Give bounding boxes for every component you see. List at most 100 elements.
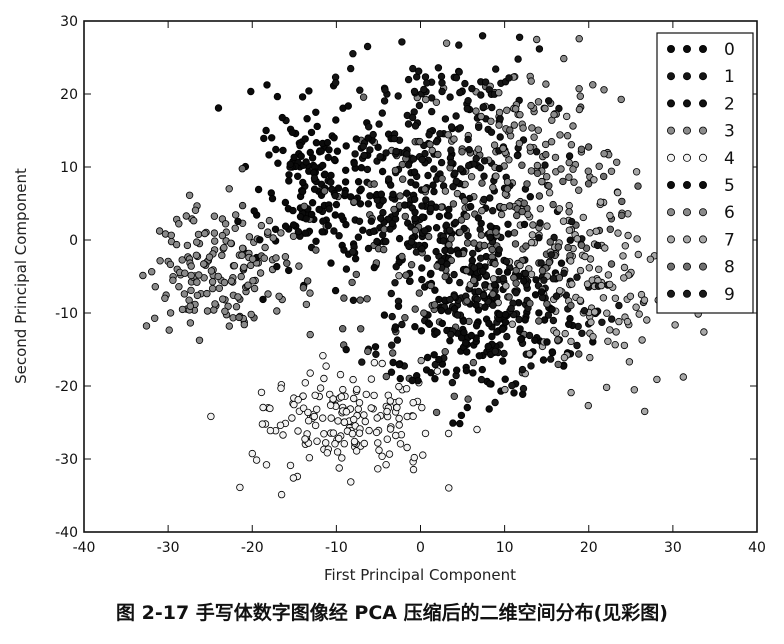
data-point-digit-0 <box>285 177 293 185</box>
data-point-digit-6 <box>166 260 175 269</box>
data-point-digit-9 <box>423 254 432 262</box>
data-point-digit-5 <box>435 295 443 304</box>
data-point-digit-1 <box>463 104 471 113</box>
data-point-digit-6 <box>182 212 190 220</box>
data-point-digit-4 <box>403 443 411 452</box>
data-point-digit-5 <box>396 374 404 383</box>
data-point-digit-3 <box>600 149 608 158</box>
data-point-digit-8 <box>518 161 526 169</box>
data-point-digit-4 <box>294 427 302 435</box>
data-point-digit-7 <box>528 231 537 239</box>
data-point-digit-1 <box>382 149 390 157</box>
data-point-digit-8 <box>464 395 472 403</box>
legend-label-5: 5 <box>724 176 735 196</box>
data-point-digit-7 <box>581 252 589 261</box>
data-point-digit-1 <box>434 64 443 72</box>
data-point-digit-8 <box>546 238 554 246</box>
data-point-digit-1 <box>394 92 402 100</box>
data-point-digit-4 <box>311 421 320 430</box>
data-point-digit-6 <box>214 272 222 281</box>
data-point-digit-5 <box>493 328 501 336</box>
data-point-digit-3 <box>542 80 550 88</box>
data-point-digit-4 <box>313 405 321 413</box>
data-point-digit-2 <box>354 233 363 241</box>
data-point-digit-4 <box>248 449 256 458</box>
data-point-digit-8 <box>434 150 442 159</box>
data-point-digit-4 <box>329 395 337 403</box>
data-point-digit-4 <box>299 392 307 400</box>
data-point-digit-4 <box>305 454 314 462</box>
data-point-digit-5 <box>535 309 543 317</box>
data-point-digit-1 <box>478 32 487 40</box>
data-point-digit-3 <box>569 122 577 130</box>
data-point-digit-5 <box>486 380 494 388</box>
data-point-digit-5 <box>331 286 340 295</box>
data-point-digit-5 <box>472 322 481 330</box>
data-point-digit-8 <box>510 229 519 237</box>
data-point-digit-9 <box>499 274 507 283</box>
data-point-digit-6 <box>187 262 195 270</box>
data-point-digit-8 <box>456 228 464 236</box>
data-point-digit-3 <box>575 84 583 93</box>
data-point-digit-5 <box>433 328 441 337</box>
data-point-digit-8 <box>469 358 478 367</box>
data-point-digit-9 <box>508 381 516 390</box>
data-point-digit-4 <box>337 393 346 401</box>
data-point-digit-2 <box>411 195 419 203</box>
data-point-digit-8 <box>382 372 390 381</box>
data-point-digit-1 <box>392 147 400 156</box>
data-point-digit-0 <box>286 160 294 168</box>
data-point-digit-7 <box>586 229 594 237</box>
data-point-digit-2 <box>393 336 402 344</box>
data-point-digit-3 <box>432 98 441 106</box>
data-point-digit-1 <box>486 194 494 202</box>
data-point-digit-8 <box>402 271 410 279</box>
data-point-digit-1 <box>366 146 374 154</box>
data-point-digit-0 <box>319 161 327 170</box>
data-point-digit-0 <box>250 207 258 215</box>
data-point-digit-5 <box>484 342 492 351</box>
data-point-digit-5 <box>548 348 557 357</box>
data-point-digit-7 <box>501 385 509 394</box>
data-point-digit-2 <box>421 227 429 235</box>
data-point-digit-9 <box>349 248 357 256</box>
data-point-digit-0 <box>299 178 307 187</box>
data-point-digit-3 <box>492 172 500 180</box>
data-point-digit-4 <box>333 448 342 456</box>
data-point-digit-9 <box>489 206 497 215</box>
data-point-digit-6 <box>203 307 212 315</box>
data-point-digit-7 <box>525 350 534 358</box>
data-point-digit-0 <box>288 128 296 136</box>
data-point-digit-3 <box>570 178 578 186</box>
data-point-digit-1 <box>409 64 417 73</box>
data-point-digit-0 <box>325 146 333 154</box>
data-point-digit-0 <box>301 135 309 143</box>
data-point-digit-4 <box>319 414 327 422</box>
data-point-digit-6 <box>269 234 277 242</box>
data-point-digit-2 <box>395 234 404 243</box>
data-point-digit-7 <box>637 290 646 299</box>
data-point-digit-1 <box>385 175 393 183</box>
data-point-digit-1 <box>476 163 485 172</box>
data-point-digit-0 <box>268 194 277 203</box>
data-point-digit-3 <box>422 95 430 104</box>
data-point-digit-1 <box>545 97 553 105</box>
data-point-digit-6 <box>249 277 257 285</box>
data-point-digit-0 <box>341 189 349 198</box>
legend-label-4: 4 <box>724 149 735 169</box>
data-point-digit-0 <box>214 104 223 112</box>
data-point-digit-0 <box>330 155 339 164</box>
x-tick-label: 30 <box>664 540 682 556</box>
data-point-digit-8 <box>450 392 458 400</box>
data-point-digit-6 <box>181 269 189 277</box>
data-point-digit-1 <box>423 79 431 87</box>
data-point-digit-5 <box>488 332 496 341</box>
data-point-digit-2 <box>364 244 373 253</box>
data-point-digit-3 <box>547 137 556 146</box>
data-point-digit-0 <box>312 138 321 147</box>
data-point-digit-8 <box>350 198 358 206</box>
data-point-digit-3 <box>450 135 458 143</box>
data-point-digit-1 <box>477 91 485 99</box>
data-point-digit-6 <box>221 307 229 315</box>
data-point-digit-9 <box>450 270 458 279</box>
